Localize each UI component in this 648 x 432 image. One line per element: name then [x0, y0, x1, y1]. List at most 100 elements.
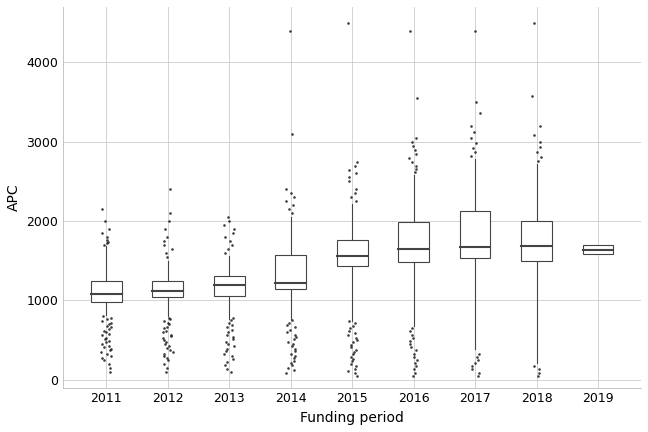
Point	[472, 356, 483, 363]
Point	[100, 336, 111, 343]
Point	[470, 27, 480, 34]
Bar	[214, 276, 244, 295]
Point	[219, 350, 229, 357]
Point	[222, 214, 233, 221]
Point	[229, 226, 239, 232]
Point	[159, 325, 169, 332]
Point	[97, 332, 108, 339]
Point	[352, 337, 362, 343]
Point	[228, 334, 238, 340]
Point	[224, 218, 234, 225]
Point	[348, 351, 358, 358]
Point	[351, 334, 362, 341]
Point	[351, 363, 361, 370]
Point	[102, 351, 113, 358]
Point	[471, 140, 481, 147]
Point	[162, 364, 172, 371]
Point	[287, 210, 297, 216]
Point	[287, 317, 297, 324]
Point	[281, 186, 291, 193]
Point	[472, 353, 482, 360]
Point	[161, 368, 171, 375]
Point	[222, 365, 233, 372]
Point	[533, 372, 543, 379]
Point	[409, 350, 419, 357]
Point	[535, 153, 546, 160]
Point	[404, 340, 415, 347]
Point	[411, 347, 421, 354]
Point	[165, 210, 175, 216]
Point	[411, 150, 421, 157]
Point	[344, 178, 354, 185]
Point	[98, 327, 109, 334]
Point	[410, 134, 421, 141]
Point	[227, 241, 237, 248]
Point	[165, 186, 175, 193]
Point	[106, 314, 116, 321]
Point	[351, 346, 361, 353]
Point	[345, 353, 356, 360]
Point	[224, 319, 234, 326]
Point	[351, 186, 361, 193]
Point	[345, 194, 356, 201]
Point	[289, 367, 299, 374]
Bar	[152, 281, 183, 297]
Point	[469, 145, 479, 152]
Point	[529, 19, 539, 26]
Point	[470, 149, 480, 156]
Point	[290, 348, 301, 355]
Point	[226, 317, 236, 324]
Point	[104, 342, 115, 349]
Point	[290, 331, 300, 338]
Point	[290, 353, 300, 359]
Point	[351, 190, 361, 197]
Point	[220, 249, 230, 256]
Point	[404, 154, 414, 161]
Bar	[521, 221, 552, 261]
Point	[287, 362, 297, 369]
Point	[161, 354, 172, 361]
Point	[104, 325, 114, 332]
Point	[96, 349, 106, 356]
Point	[473, 372, 483, 379]
Point	[345, 360, 356, 367]
Point	[106, 345, 116, 352]
Point	[163, 319, 174, 326]
Point	[222, 245, 233, 252]
Point	[535, 144, 546, 151]
Point	[227, 326, 237, 333]
Point	[97, 229, 107, 236]
Point	[162, 345, 172, 352]
Point	[102, 233, 112, 240]
Point	[408, 372, 418, 379]
Point	[287, 130, 297, 137]
Point	[220, 233, 231, 240]
Point	[349, 330, 360, 337]
Point	[161, 338, 171, 345]
Point	[159, 318, 169, 324]
Point	[529, 363, 540, 370]
Point	[220, 362, 231, 369]
Point	[410, 165, 421, 172]
Point	[97, 318, 107, 324]
Point	[104, 337, 115, 344]
Point	[465, 134, 476, 141]
Point	[410, 363, 421, 370]
Point	[351, 198, 362, 205]
Point	[404, 337, 415, 344]
Point	[535, 138, 545, 145]
Point	[407, 325, 417, 332]
Point	[104, 321, 114, 327]
Point	[343, 318, 354, 324]
Point	[159, 238, 169, 245]
Point	[350, 162, 360, 169]
Point	[225, 238, 235, 245]
Point	[284, 319, 294, 326]
Point	[284, 27, 295, 34]
Point	[166, 331, 176, 338]
Point	[343, 368, 354, 375]
Point	[101, 334, 111, 341]
Point	[348, 339, 358, 346]
Point	[281, 369, 291, 376]
Point	[161, 249, 171, 256]
